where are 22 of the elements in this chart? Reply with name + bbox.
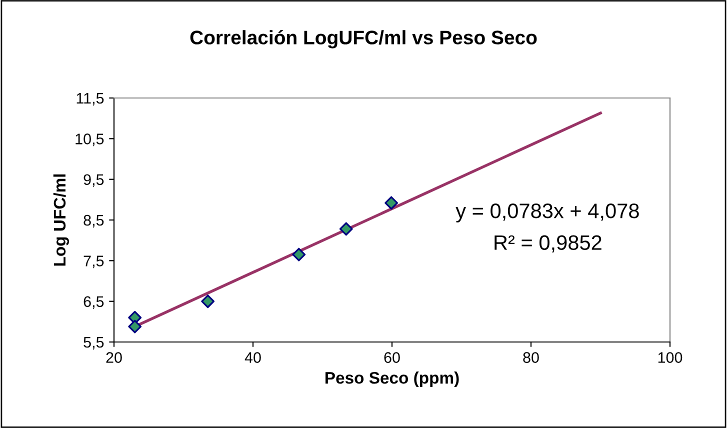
y-tick-label: 6,5 [84, 296, 104, 309]
x-tick-label: 40 [244, 352, 261, 363]
y-tick-label: 5,5 [84, 337, 104, 350]
x-tick-label: 20 [106, 352, 122, 363]
y-tick-label: 9,5 [84, 174, 104, 187]
point [128, 320, 142, 334]
point [339, 222, 353, 236]
chart-title: Correlación LogUFC/ml vs Peso Seco [190, 30, 537, 48]
annotation: y = 0,0783x + 4,078 [456, 204, 639, 222]
x-tick-label: 80 [523, 352, 539, 363]
point [384, 196, 398, 210]
annotation: R² = 0,9852 [494, 235, 602, 252]
y-tick-label: 11,5 [76, 93, 104, 106]
point [292, 248, 306, 262]
y-tick-label: 7,5 [84, 256, 104, 268]
y-tick-label: 10,5 [76, 134, 104, 146]
x-tick-label: 100 [658, 352, 682, 363]
y-axis-title: Log UFC/ml [53, 174, 69, 266]
x-axis-title: Peso Seco (ppm) [326, 372, 459, 388]
x-tick-label: 60 [384, 352, 400, 363]
y-tick-label: 8,5 [84, 214, 104, 228]
point [201, 294, 215, 308]
